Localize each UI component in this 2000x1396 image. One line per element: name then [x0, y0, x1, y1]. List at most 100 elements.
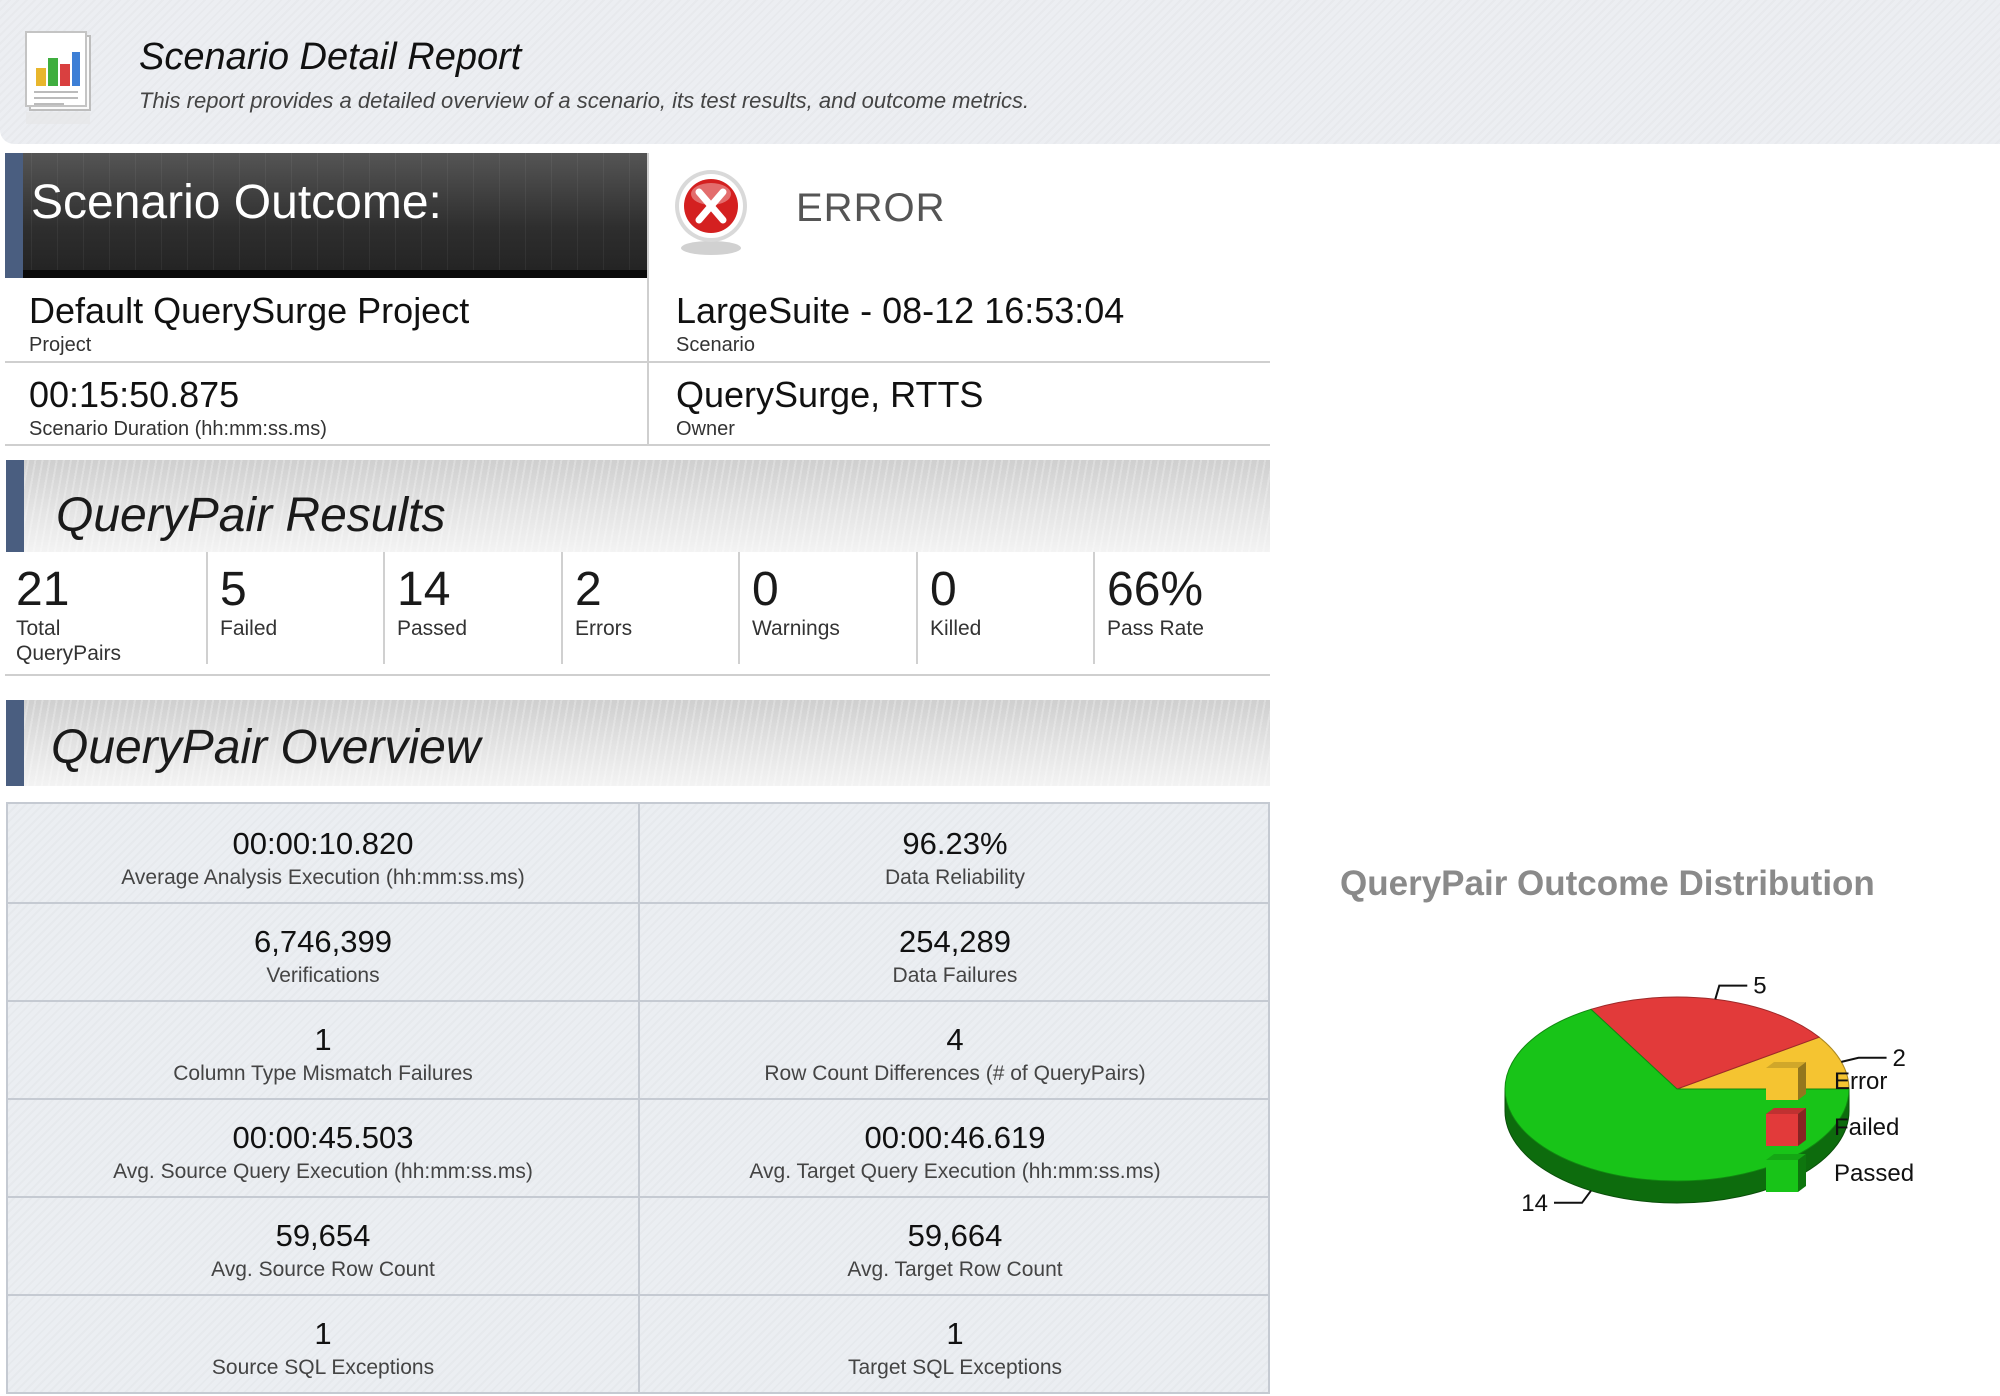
page-title: Scenario Detail Report: [139, 36, 522, 78]
scenario-outcome-label: Scenario Outcome:: [31, 176, 442, 229]
metric-data-reliability: 96.23% Data Reliability: [640, 804, 1270, 902]
pie-data-label: 5: [1753, 973, 1766, 1000]
metric-label: Target SQL Exceptions: [848, 1356, 1062, 1379]
duration-info: 00:15:50.875 Scenario Duration (hh:mm:ss…: [5, 364, 647, 447]
stat-value: 14: [397, 563, 451, 616]
overview-grid: 00:00:10.820 Average Analysis Execution …: [6, 802, 1270, 1394]
scenario-info: LargeSuite - 08-12 16:53:04 Scenario: [651, 280, 1271, 363]
owner-label: Owner: [676, 418, 735, 440]
stat-label: Warnings: [752, 617, 840, 640]
metric-value: 1: [314, 1316, 332, 1351]
metric-value: 1: [946, 1316, 964, 1351]
metric-value: 96.23%: [902, 826, 1008, 861]
scenario-value: LargeSuite - 08-12 16:53:04: [676, 290, 1125, 331]
metric-verifications: 6,746,399 Verifications: [8, 902, 638, 1000]
legend-swatch: [1766, 1154, 1806, 1192]
stat-errors: 2 Errors: [565, 552, 742, 664]
pie-leader-line: [1554, 1190, 1592, 1204]
metric-avg-target-query-execution: 00:00:46.619 Avg. Target Query Execution…: [640, 1098, 1270, 1196]
stat-value: 0: [752, 563, 779, 616]
metric-value: 254,289: [898, 924, 1012, 959]
metric-source-sql-exceptions: 1 Source SQL Exceptions: [8, 1294, 638, 1392]
metric-label: Avg. Target Query Execution (hh:mm:ss.ms…: [749, 1160, 1161, 1183]
metric-avg-source-row-count: 59,654 Avg. Source Row Count: [8, 1196, 638, 1294]
scenario-outcome-banner: Scenario Outcome:: [5, 153, 647, 278]
report-header: Scenario Detail Report This report provi…: [0, 0, 2000, 144]
stat-value: 21: [16, 563, 70, 616]
legend-swatch: [1766, 1108, 1806, 1146]
metric-data-failures: 254,289 Data Failures: [640, 902, 1270, 1000]
chart-title: QueryPair Outcome Distribution: [1340, 864, 1875, 903]
metric-avg-target-row-count: 59,664 Avg. Target Row Count: [640, 1196, 1270, 1294]
stat-pass-rate: 66% Pass Rate: [1097, 552, 1274, 664]
legend-label: Passed: [1834, 1160, 1915, 1187]
divider: [5, 674, 1270, 676]
stat-passed: 14 Passed: [387, 552, 564, 664]
stat-label: Passed: [397, 617, 468, 640]
stat-label: Errors: [575, 617, 633, 640]
page-subtitle: This report provides a detailed overview…: [139, 88, 1030, 113]
metric-label: Column Type Mismatch Failures: [173, 1062, 473, 1085]
metric-avg-source-query-execution: 00:00:45.503 Avg. Source Query Execution…: [8, 1098, 638, 1196]
metric-value: 00:00:45.503: [232, 1120, 414, 1155]
metric-value: 00:00:10.820: [232, 826, 414, 861]
section-title-overview: QueryPair Overview: [51, 721, 481, 774]
pie-leader-line: [1841, 1056, 1887, 1063]
divider: [647, 153, 649, 446]
querypair-results-banner: QueryPair Results: [6, 460, 1270, 552]
duration-value: 00:15:50.875: [29, 374, 240, 415]
project-value: Default QuerySurge Project: [29, 290, 470, 331]
metric-target-sql-exceptions: 1 Target SQL Exceptions: [640, 1294, 1270, 1392]
metric-value: 6,746,399: [254, 924, 392, 959]
stat-value: 0: [930, 563, 957, 616]
scenario-label: Scenario: [676, 334, 755, 356]
results-stats: 21 Total QueryPairs 5 Failed 14 Passed 2…: [6, 552, 1270, 665]
stat-value: 2: [575, 563, 602, 616]
querypair-overview-banner: QueryPair Overview: [6, 700, 1270, 786]
outcome-pie-chart: 2 5 14: [1504, 973, 1906, 1217]
stat-killed: 0 Killed: [920, 552, 1097, 664]
error-x-icon: [675, 170, 747, 255]
owner-info: QuerySurge, RTTS Owner: [651, 364, 1271, 447]
report-chart-icon: [25, 31, 91, 124]
stat-warnings: 0 Warnings: [742, 552, 919, 664]
pie-data-label: 14: [1521, 1190, 1548, 1217]
metric-label: Data Reliability: [884, 866, 1026, 889]
metric-label: Avg. Target Row Count: [847, 1258, 1063, 1281]
project-label: Project: [29, 334, 92, 356]
legend-label: Error: [1834, 1068, 1888, 1095]
stat-label: Killed: [930, 617, 982, 640]
stat-value: 5: [220, 563, 247, 616]
metric-value: 4: [946, 1022, 964, 1057]
pie-slice-error: [1676, 1036, 1850, 1090]
divider: [5, 444, 1270, 446]
metric-value: 00:00:46.619: [864, 1120, 1046, 1155]
pie-slice-failed: [1590, 996, 1821, 1090]
duration-label: Scenario Duration (hh:mm:ss.ms): [29, 418, 327, 440]
pie-slice-passed: [1504, 1008, 1850, 1182]
scenario-outcome-status: ERROR: [796, 186, 946, 230]
stat-failed: 5 Failed: [210, 552, 387, 664]
metric-row-count-differences: 4 Row Count Differences (# of QueryPairs…: [640, 1000, 1270, 1098]
metric-column-type-mismatch: 1 Column Type Mismatch Failures: [8, 1000, 638, 1098]
legend-swatch: [1766, 1062, 1806, 1100]
metric-label: Row Count Differences (# of QueryPairs): [764, 1062, 1146, 1085]
owner-value: QuerySurge, RTTS: [676, 374, 984, 415]
project-info: Default QuerySurge Project Project: [5, 280, 647, 363]
metric-value: 1: [314, 1022, 332, 1057]
stat-value: 66%: [1107, 563, 1204, 616]
metric-avg-analysis-execution: 00:00:10.820 Average Analysis Execution …: [8, 804, 638, 902]
section-title-results: QueryPair Results: [56, 489, 446, 542]
metric-label: Avg. Source Query Execution (hh:mm:ss.ms…: [113, 1160, 533, 1183]
pie-data-label: 2: [1893, 1045, 1906, 1072]
stat-total: 21 Total QueryPairs: [6, 552, 183, 665]
divider: [5, 361, 1270, 363]
metric-label: Average Analysis Execution (hh:mm:ss.ms): [121, 866, 525, 889]
pie-leader-line: [1714, 984, 1748, 1000]
stat-label: Total QueryPairs: [16, 617, 122, 665]
stat-label: Pass Rate: [1107, 617, 1204, 640]
metric-label: Data Failures: [892, 964, 1018, 987]
legend-label: Failed: [1834, 1114, 1900, 1141]
metric-value: 59,664: [907, 1218, 1003, 1253]
metric-label: Source SQL Exceptions: [211, 1356, 435, 1379]
